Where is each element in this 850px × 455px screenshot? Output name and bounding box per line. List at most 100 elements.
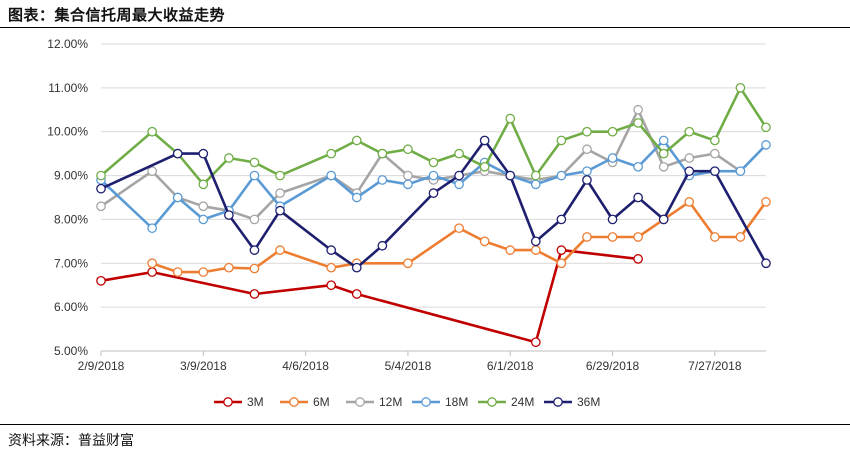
data-point-18M (351, 192, 362, 203)
x-tick-label: 6/29/2018 (586, 359, 640, 373)
data-point-6M (530, 245, 541, 255)
data-point-6M (761, 197, 771, 207)
data-point-12M (198, 201, 209, 212)
data-point-24M (96, 170, 106, 181)
data-point-24M (709, 135, 720, 146)
data-point-18M (658, 135, 669, 146)
data-point-36M (249, 245, 260, 255)
data-point-12M (658, 161, 669, 172)
legend-label: 12M (379, 395, 402, 409)
data-point-6M (479, 236, 490, 247)
x-tick-label: 5/4/2018 (385, 359, 432, 373)
data-point-36M (582, 175, 592, 185)
data-point-18M (428, 170, 439, 181)
data-point-6M (275, 245, 285, 255)
data-point-3M (351, 289, 362, 299)
data-point-12M (709, 148, 720, 159)
data-point-36M (684, 166, 695, 177)
data-point-24M (658, 148, 669, 159)
data-point-36M (556, 214, 567, 225)
legend-label: 24M (511, 395, 534, 409)
data-point-36M (633, 192, 643, 203)
data-point-36M (326, 245, 337, 255)
data-point-24M (761, 122, 771, 133)
data-point-36M (761, 258, 771, 269)
y-tick-label: 9.00% (54, 169, 88, 183)
bottom-rule (0, 424, 850, 425)
data-point-24M (428, 157, 439, 168)
x-tick-label: 2/9/2018 (78, 359, 125, 373)
data-point-18M (377, 175, 388, 185)
data-point-24M (505, 113, 516, 124)
data-point-36M (530, 236, 541, 247)
data-point-12M (147, 166, 158, 177)
data-point-12M (633, 104, 643, 115)
data-point-18M (198, 214, 209, 225)
data-point-24M (582, 126, 592, 137)
data-point-18M (403, 179, 413, 190)
series-line-6M (151, 200, 768, 274)
data-point-6M (505, 245, 516, 255)
legend-label: 36M (577, 395, 600, 409)
data-point-6M (556, 258, 567, 269)
data-point-24M (224, 153, 234, 163)
y-tick-label: 12.00% (47, 37, 88, 51)
y-tick-label: 5.00% (54, 344, 88, 358)
data-point-18M (326, 170, 337, 181)
data-point-18M (633, 161, 643, 172)
data-point-24M (684, 126, 695, 137)
data-point-6M (147, 258, 158, 269)
data-point-6M (633, 232, 643, 242)
data-point-24M (607, 126, 618, 137)
data-point-18M (530, 179, 541, 190)
data-point-36M (505, 170, 516, 181)
data-point-24M (633, 118, 643, 128)
chart-title: 图表：集合信托周最大收益走势 (8, 6, 226, 24)
data-point-6M (172, 267, 183, 277)
data-point-6M (403, 258, 413, 269)
data-point-3M (633, 254, 643, 264)
legend-marker-24M (487, 397, 497, 407)
data-point-18M (147, 223, 158, 234)
data-point-24M (377, 148, 388, 159)
data-point-6M (735, 232, 746, 242)
data-point-6M (607, 232, 618, 242)
data-point-36M (172, 148, 183, 159)
data-point-18M (556, 170, 567, 181)
data-point-6M (326, 262, 337, 273)
data-point-36M (351, 262, 362, 273)
data-point-24M (479, 161, 490, 172)
data-point-36M (709, 166, 720, 177)
data-point-36M (428, 188, 439, 198)
data-point-3M (556, 245, 567, 255)
data-point-6M (582, 232, 592, 242)
data-point-18M (735, 166, 746, 177)
legend-marker-6M (289, 397, 299, 407)
data-point-18M (454, 179, 464, 190)
data-point-24M (351, 135, 362, 146)
data-point-36M (658, 214, 669, 225)
data-point-36M (607, 214, 618, 225)
data-point-36M (479, 135, 490, 146)
x-tick-label: 4/6/2018 (282, 359, 329, 373)
data-point-36M (377, 240, 388, 251)
data-point-12M (96, 201, 106, 212)
data-point-6M (454, 223, 464, 234)
data-point-3M (326, 280, 337, 291)
data-point-18M (582, 166, 592, 177)
y-tick-label: 10.00% (47, 125, 88, 139)
data-point-12M (275, 188, 285, 198)
y-tick-label: 7.00% (54, 256, 88, 270)
line-chart: 5.00% 6.00% 7.00% 8.00% 9.00% 10.00% 11.00% 12.… (47, 37, 771, 409)
data-point-24M (275, 170, 285, 181)
data-point-18M (607, 153, 618, 163)
data-point-3M (530, 337, 541, 348)
data-point-6M (198, 267, 209, 277)
data-point-6M (249, 263, 260, 274)
data-point-18M (761, 140, 771, 150)
data-point-24M (530, 170, 541, 181)
data-point-24M (556, 135, 567, 146)
data-point-18M (249, 170, 260, 181)
data-point-12M (684, 153, 695, 163)
legend-marker-36M (553, 397, 563, 407)
